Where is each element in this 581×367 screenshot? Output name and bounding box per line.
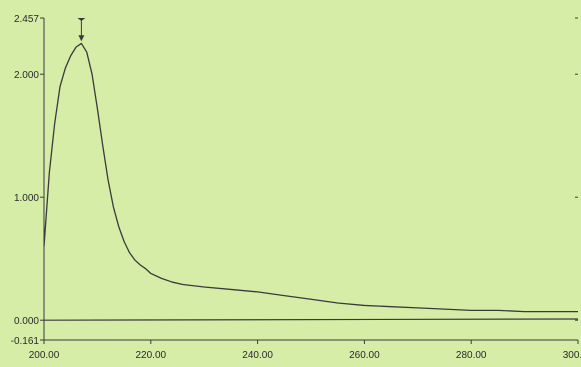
absorbance-trace bbox=[43, 42, 578, 313]
axes bbox=[43, 18, 578, 341]
x-tick-label-4: 280.00 bbox=[456, 350, 487, 361]
tick-labels: 200.00 220.00 240.00 260.00 280.00 300.00 2.45… bbox=[11, 14, 581, 361]
peak-marker-arrowhead bbox=[78, 35, 85, 42]
x-tick-label-0: 200.00 bbox=[29, 350, 60, 361]
series-layer bbox=[43, 42, 579, 321]
tick-marks bbox=[40, 17, 579, 344]
x-tick-label-5: 300.00 bbox=[563, 350, 581, 361]
x-tick-label-2: 240.00 bbox=[242, 350, 273, 361]
peak-marker-cap bbox=[77, 18, 86, 21]
y-tick-label-3: 0.000 bbox=[14, 316, 39, 327]
y-tick-label-4: -0.161 bbox=[11, 336, 40, 347]
y-tick-label-1: 2.000 bbox=[14, 70, 39, 81]
baseline-trace bbox=[43, 318, 579, 321]
x-tick-label-1: 220.00 bbox=[136, 350, 167, 361]
marker-layer bbox=[77, 18, 86, 42]
x-tick-label-3: 260.00 bbox=[349, 350, 380, 361]
y-tick-label-0: 2.457 bbox=[14, 14, 39, 25]
y-tick-label-2: 1.000 bbox=[14, 193, 39, 204]
